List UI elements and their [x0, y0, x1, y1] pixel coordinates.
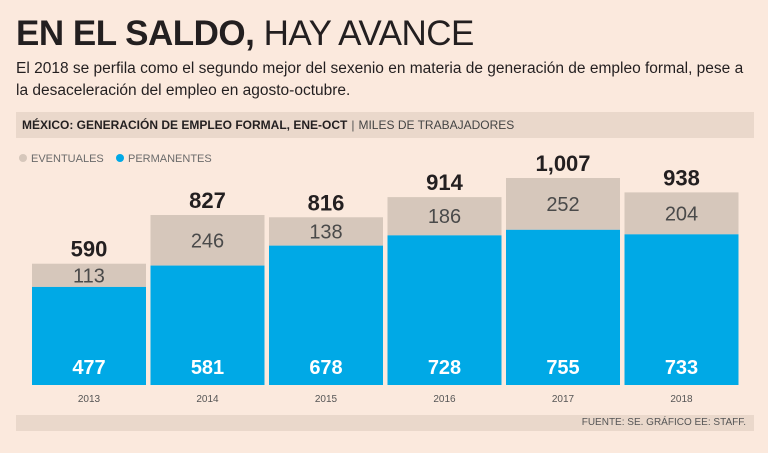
x-tick-label-2014: 2014 [196, 394, 219, 405]
total-label-2014: 827 [189, 188, 226, 213]
bar-permanentes-2018 [624, 234, 739, 385]
value-label-permanentes-2016: 728 [428, 357, 461, 379]
total-label-2017: 1,007 [535, 151, 590, 176]
bar-eventuales-2016 [387, 197, 502, 236]
bar-permanentes-2014 [150, 265, 265, 385]
x-tick-label-2013: 2013 [78, 394, 101, 405]
legend-swatch-permanentes [116, 154, 124, 162]
chart-bars [32, 178, 739, 385]
value-label-eventuales-2017: 252 [546, 194, 579, 216]
value-label-permanentes-2014: 581 [191, 357, 224, 379]
x-tick-label-2018: 2018 [670, 394, 693, 405]
section-separator: | [351, 118, 355, 132]
value-label-permanentes-2018: 733 [665, 357, 698, 379]
bar-eventuales-2013 [32, 263, 146, 287]
value-label-eventuales-2015: 138 [309, 221, 342, 243]
source-bar: FUENTE: SE. GRÁFICO EE: STAFF. [16, 415, 754, 431]
value-label-permanentes-2017: 755 [546, 357, 579, 379]
subtitle: El 2018 se perfila como el segundo mejor… [16, 60, 744, 99]
x-tick-label-2015: 2015 [315, 394, 338, 405]
value-label-eventuales-2018: 204 [665, 203, 698, 225]
value-label-permanentes-2013: 477 [72, 357, 105, 379]
bar-eventuales-2017 [506, 178, 620, 230]
bar-permanentes-2015 [269, 245, 383, 385]
bar-permanentes-2013 [32, 286, 146, 385]
chart-section-header: MÉXICO: GENERACIÓN DE EMPLEO FORMAL, ENE… [16, 112, 754, 138]
total-label-2016: 914 [426, 170, 463, 195]
total-label-2013: 590 [71, 237, 108, 262]
total-label-2015: 816 [308, 190, 345, 215]
chart-legend: EVENTUALES PERMANENTES [19, 153, 212, 165]
total-label-2018: 938 [663, 165, 700, 190]
legend-label-eventuales: EVENTUALES [31, 153, 104, 165]
legend-swatch-eventuales [19, 154, 27, 162]
value-label-eventuales-2016: 186 [428, 206, 461, 228]
bar-permanentes-2016 [387, 235, 502, 385]
x-tick-label-2016: 2016 [433, 394, 456, 405]
bar-permanentes-2017 [506, 229, 620, 385]
legend-label-permanentes: PERMANENTES [128, 153, 212, 165]
chart-labels: 477 113 590 2013 581 246 827 2014 678 138 816 2015 7… [71, 151, 700, 405]
source-credit: FUENTE: SE. GRÁFICO EE: STAFF. [581, 417, 746, 428]
bar-eventuales-2018 [624, 192, 739, 235]
headline-bold: EN EL SALDO, [16, 14, 255, 53]
bar-eventuales-2015 [269, 217, 383, 246]
x-tick-label-2017: 2017 [552, 394, 575, 405]
value-label-eventuales-2014: 246 [191, 230, 224, 252]
value-label-permanentes-2015: 678 [309, 357, 342, 379]
headline-light: HAY AVANCE [263, 14, 475, 53]
chart-title: MÉXICO: GENERACIÓN DE EMPLEO FORMAL, ENE… [22, 118, 348, 132]
chart-units: MILES DE TRABAJADORES [358, 118, 515, 132]
bar-eventuales-2014 [150, 215, 265, 266]
headline: EN EL SALDO, HAY AVANCE [16, 8, 474, 60]
value-label-eventuales-2013: 113 [73, 265, 105, 287]
